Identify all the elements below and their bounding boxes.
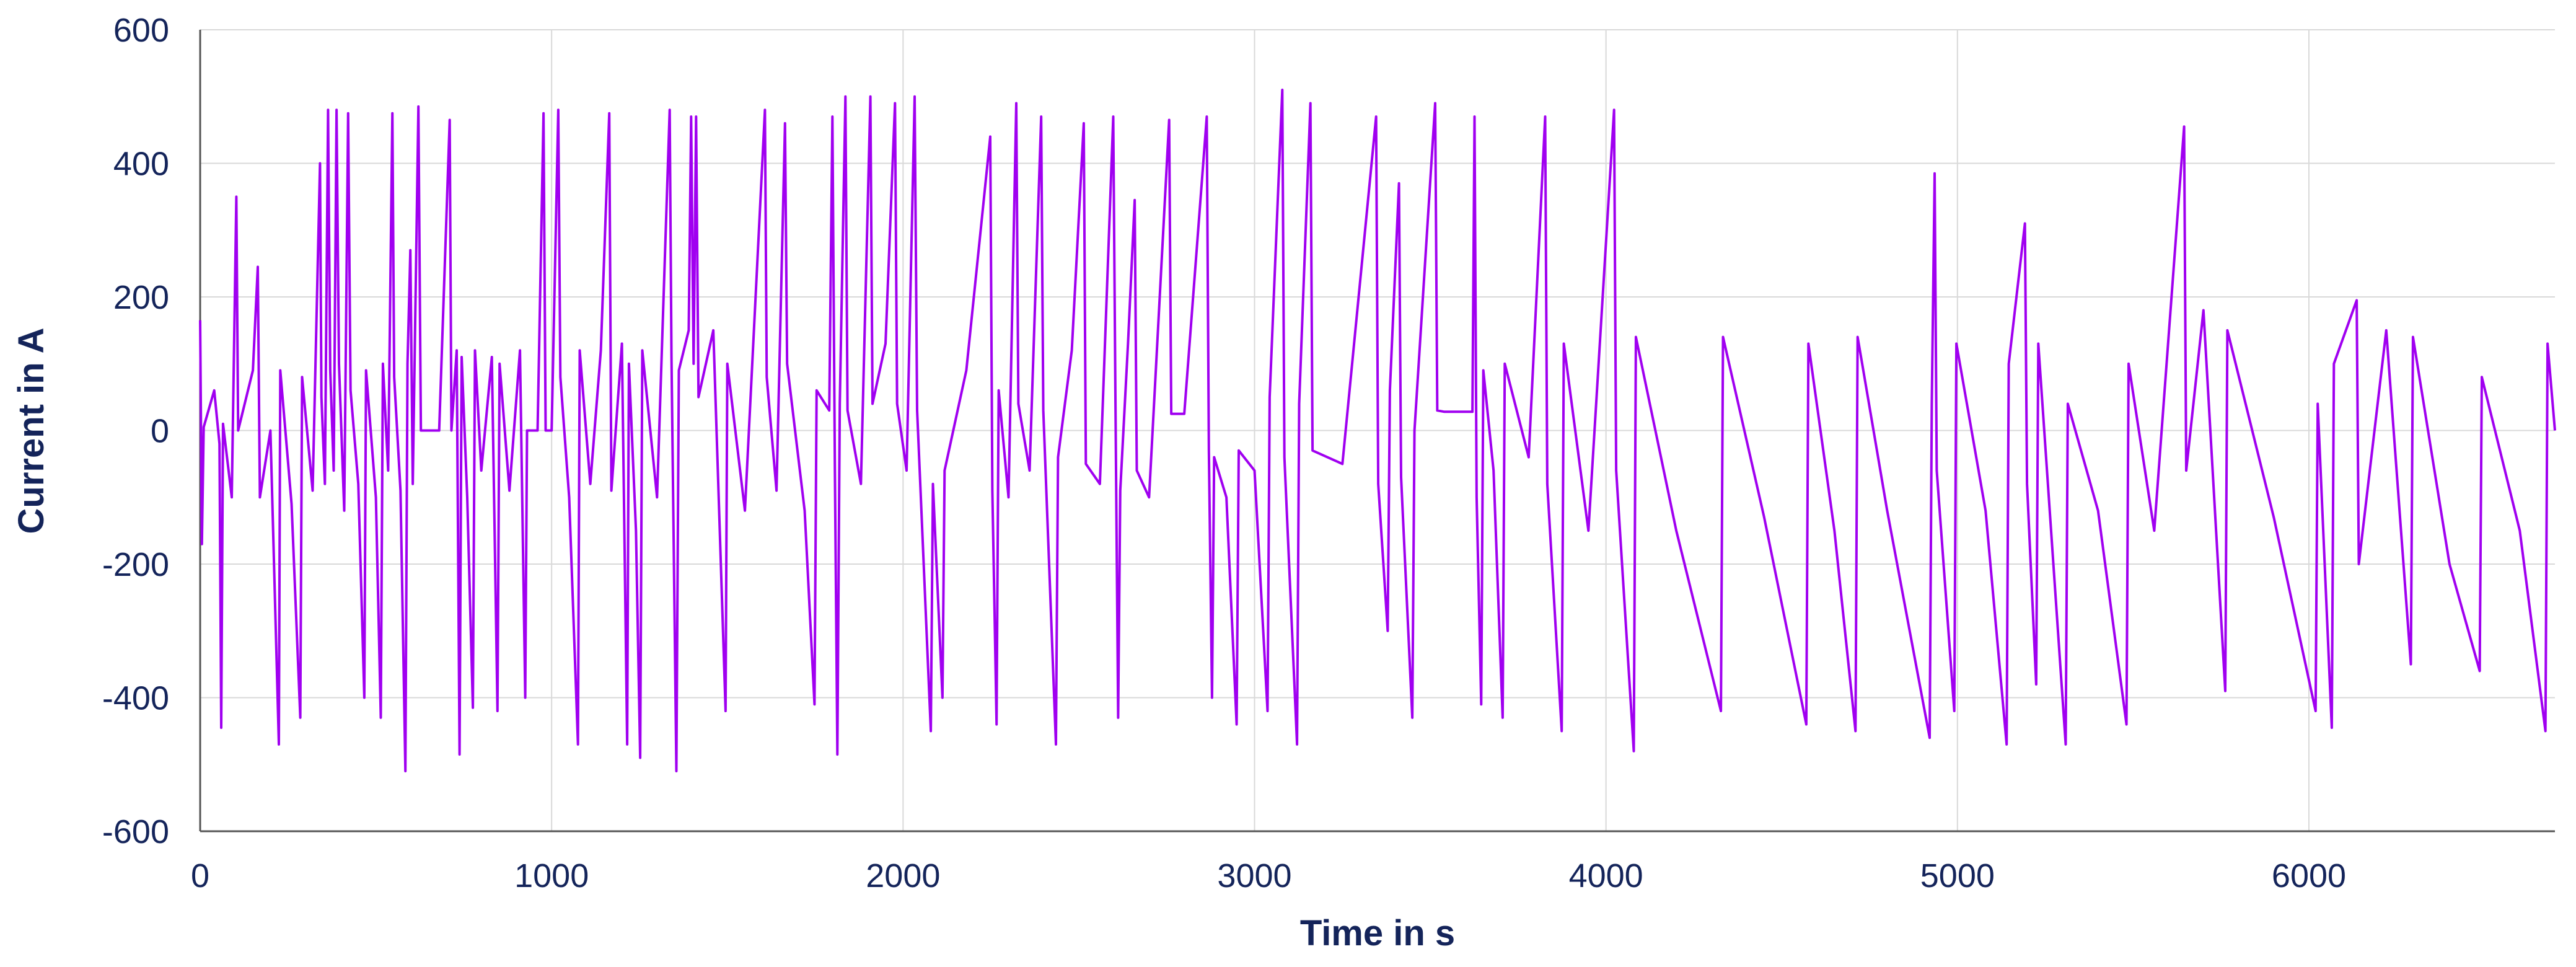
x-tick-label: 1000: [514, 857, 589, 894]
y-tick-label: -200: [102, 546, 169, 583]
data-line: [199, 89, 2556, 772]
y-tick-label: 200: [113, 279, 169, 316]
y-tick-label: -400: [102, 680, 169, 717]
y-tick-label: -600: [102, 813, 169, 850]
y-tick-label: 0: [151, 413, 169, 450]
y-tick-label: 400: [113, 146, 169, 183]
x-tick-label: 6000: [2272, 857, 2346, 894]
x-tick-label: 5000: [1920, 857, 1995, 894]
y-axis-title: Current in A: [11, 328, 51, 534]
x-axis-title: Time in s: [1300, 913, 1455, 953]
x-tick-label: 4000: [1569, 857, 1643, 894]
x-tick-label: 3000: [1217, 857, 1291, 894]
x-tick-label: 0: [191, 857, 209, 894]
y-tick-label: 600: [113, 12, 169, 49]
x-tick-label: 2000: [866, 857, 940, 894]
